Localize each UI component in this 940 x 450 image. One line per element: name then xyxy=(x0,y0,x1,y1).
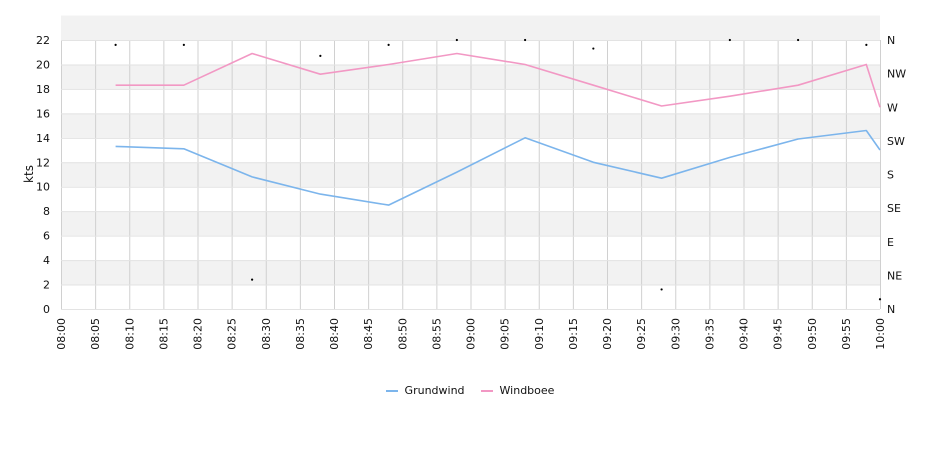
direction-point xyxy=(319,54,322,57)
y-tick-label: 14 xyxy=(36,132,50,145)
y-axis-title: kts xyxy=(22,165,36,183)
vertical-gridlines xyxy=(61,40,881,309)
y-axis-tick-labels: 0 2 4 6 8 10 12 14 16 18 20 22 xyxy=(36,34,50,316)
direction-point xyxy=(592,47,595,50)
direction-points xyxy=(114,38,882,301)
x-tick-label: 08:10 xyxy=(123,318,136,350)
y-tick-label: 20 xyxy=(36,58,50,71)
direction-point xyxy=(660,288,663,291)
y-tick-label: 18 xyxy=(36,83,50,96)
x-tick-label: 09:25 xyxy=(635,318,648,350)
y-tick-label: 12 xyxy=(36,156,50,169)
y-tick-label: 6 xyxy=(43,230,50,243)
direction-point xyxy=(455,38,458,42)
legend-item-windboee[interactable]: Windboee xyxy=(480,384,555,397)
right-axis-tick-labels: N NE E SE S SW W NW N xyxy=(887,34,906,316)
x-tick-label: 09:40 xyxy=(738,318,751,350)
direction-point xyxy=(387,43,390,46)
x-tick-label: 08:20 xyxy=(192,318,205,350)
y-tick-label: 16 xyxy=(36,107,50,120)
series-line-grundwind xyxy=(115,129,881,206)
x-tick-label: 09:30 xyxy=(669,318,682,350)
direction-point xyxy=(878,298,882,301)
right-axis-tick-label: E xyxy=(887,236,894,249)
direction-point xyxy=(728,38,731,42)
x-tick-label: 10:00 xyxy=(874,318,887,350)
y-tick-label: 4 xyxy=(43,254,50,267)
legend-item-grundwind[interactable]: Grundwind xyxy=(385,384,465,397)
x-tick-label: 09:55 xyxy=(840,318,853,350)
x-tick-label: 08:50 xyxy=(396,318,409,350)
series-lines xyxy=(115,52,881,206)
direction-point xyxy=(865,43,868,46)
x-axis-tick-labels: 08:00 08:05 08:10 08:15 08:20 08:25 08:30 08:35… xyxy=(55,318,887,350)
y-tick-label: 8 xyxy=(43,205,50,218)
horizontal-gridlines xyxy=(61,40,880,310)
right-axis-tick-label: NE xyxy=(887,269,902,282)
direction-point xyxy=(251,278,254,281)
legend-swatch-grundwind xyxy=(385,389,398,392)
series-line-windboee xyxy=(115,52,881,108)
x-tick-label: 08:45 xyxy=(362,318,375,350)
y-tick-label: 22 xyxy=(36,34,50,47)
x-tick-label: 08:35 xyxy=(294,318,307,350)
legend: Grundwind Windboee xyxy=(0,384,940,397)
x-tick-label: 09:20 xyxy=(601,318,614,350)
x-tick-label: 08:30 xyxy=(260,318,273,350)
direction-point xyxy=(797,38,800,42)
legend-label-windboee: Windboee xyxy=(499,384,555,397)
x-tick-label: 09:35 xyxy=(703,318,716,350)
plot-band xyxy=(61,15,880,40)
y-tick-label: 2 xyxy=(43,279,50,292)
x-tick-label: 08:15 xyxy=(157,318,170,350)
right-axis-tick-label: NW xyxy=(887,68,906,81)
x-tick-label: 09:10 xyxy=(533,318,546,350)
right-axis-tick-label: W xyxy=(887,101,898,114)
right-axis-tick-label: N xyxy=(887,303,895,316)
x-tick-label: 08:00 xyxy=(55,318,68,350)
right-axis-tick-label: S xyxy=(887,169,894,182)
x-tick-label: 09:05 xyxy=(499,318,512,350)
right-axis-tick-label: SW xyxy=(887,135,905,148)
legend-label-grundwind: Grundwind xyxy=(404,384,465,397)
x-tick-label: 09:00 xyxy=(465,318,478,350)
x-tick-label: 08:40 xyxy=(328,318,341,350)
direction-point xyxy=(182,43,185,46)
x-tick-label: 09:45 xyxy=(772,318,785,350)
y-tick-label: 10 xyxy=(36,181,50,194)
x-tick-label: 09:50 xyxy=(806,318,819,350)
x-tick-label: 08:55 xyxy=(430,318,443,350)
direction-point xyxy=(524,38,527,42)
y-tick-label: 0 xyxy=(43,303,50,316)
x-tick-label: 09:15 xyxy=(567,318,580,350)
direction-point xyxy=(114,43,117,46)
legend-swatch-windboee xyxy=(480,389,493,392)
x-tick-label: 08:25 xyxy=(226,318,239,350)
x-tick-label: 08:05 xyxy=(89,318,102,350)
right-axis-tick-label: SE xyxy=(887,202,901,215)
right-axis-tick-label: N xyxy=(887,34,895,47)
